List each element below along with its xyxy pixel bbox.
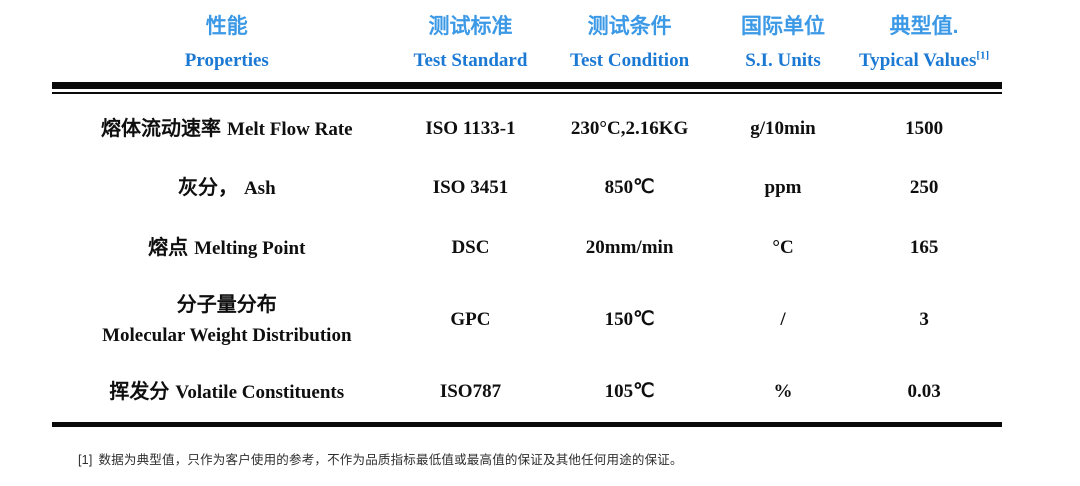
property-name-zh: 灰分，	[177, 176, 238, 199]
cell-test-condition: 150℃	[604, 309, 655, 331]
cell-si-unit: ppm	[764, 177, 802, 199]
table-row: 熔体流动速率 Melt Flow Rate ISO 1133-1 230°C,2.…	[52, 100, 1002, 158]
footnote: [1] 数据为典型值，只作为客户使用的参考，不作为品质指标最低值或最高值的保证及其…	[52, 449, 1002, 468]
column-header-typical-values: 典型值. Typical Values[1]	[846, 14, 1002, 72]
cell-typical-value: 165	[909, 237, 939, 259]
cell-test-condition: 20mm/min	[585, 237, 674, 259]
property-name-en: Melting Point	[194, 237, 306, 259]
cell-test-standard: DSC	[451, 237, 490, 259]
cell-typical-value: 3	[919, 309, 929, 331]
header-en: Test Standard	[413, 50, 528, 72]
table-row: 分子量分布 Molecular Weight Distribution GPC 1…	[52, 278, 1002, 362]
cell-property: 熔点 Melting Point	[52, 236, 402, 261]
cell-test-standard: ISO 1133-1	[425, 118, 516, 140]
property-name-zh: 分子量分布	[176, 293, 277, 316]
cell-property: 熔体流动速率 Melt Flow Rate	[52, 117, 402, 142]
cell-si-unit: %	[773, 381, 793, 403]
property-name-zh: 熔体流动速率	[101, 117, 222, 140]
property-name-en: Melt Flow Rate	[227, 118, 353, 140]
table-row: 灰分， Ash ISO 3451 850℃ ppm 250	[52, 158, 1002, 218]
property-name-en: Ash	[243, 177, 276, 199]
column-header-si-units: 国际单位 S.I. Units	[720, 14, 846, 72]
table-body: 熔体流动速率 Melt Flow Rate ISO 1133-1 230°C,2.…	[52, 94, 1002, 422]
cell-property: 挥发分 Volatile Constituents	[52, 380, 402, 405]
column-header-test-condition: 测试条件 Test Condition	[539, 14, 720, 72]
cell-test-condition: 850℃	[604, 177, 655, 199]
header-en: Test Condition	[570, 50, 690, 72]
cell-si-unit: /	[780, 309, 786, 331]
header-en: S.I. Units	[745, 50, 821, 72]
header-zh: 测试标准	[428, 15, 513, 38]
column-header-test-standard: 测试标准 Test Standard	[402, 14, 540, 72]
cell-si-unit: g/10min	[750, 118, 816, 140]
cell-typical-value: 250	[909, 177, 939, 199]
cell-property: 分子量分布 Molecular Weight Distribution	[52, 293, 402, 348]
header-divider-rule	[52, 82, 1002, 95]
footnote-reference-superscript: [1]	[976, 49, 990, 62]
footnote-text: 数据为典型值，只作为客户使用的参考，不作为品质指标最低值或最高值的保证及其他任何…	[98, 453, 683, 468]
column-header-properties: 性能 Properties	[52, 14, 402, 72]
table-bottom-rule	[52, 422, 1002, 428]
header-zh: 测试条件	[587, 15, 672, 38]
cell-test-condition: 230°C,2.16KG	[570, 118, 689, 140]
table-header-row: 性能 Properties 测试标准 Test Standard 测试条件 Te…	[52, 0, 1002, 82]
table-row: 熔点 Melting Point DSC 20mm/min °C 165	[52, 218, 1002, 278]
header-en: Typical Values[1]	[846, 50, 1002, 72]
footnote-marker: [1]	[78, 453, 93, 468]
cell-test-standard: GPC	[450, 309, 491, 331]
header-zh: 国际单位	[741, 15, 826, 38]
table-row: 挥发分 Volatile Constituents ISO787 105℃ % 0…	[52, 362, 1002, 422]
cell-test-standard: ISO787	[439, 381, 502, 403]
header-en-text: Typical Values	[858, 50, 977, 72]
header-zh: 典型值.	[889, 15, 959, 38]
cell-si-unit: °C	[772, 237, 794, 259]
property-name-en: Volatile Constituents	[175, 381, 345, 403]
header-zh: 性能	[205, 15, 248, 38]
cell-property: 灰分， Ash	[52, 176, 402, 201]
cell-test-standard: ISO 3451	[432, 177, 509, 199]
property-name-zh: 挥发分	[109, 380, 170, 403]
cell-typical-value: 0.03	[907, 381, 941, 403]
property-name-zh: 熔点	[148, 236, 189, 259]
properties-table: 性能 Properties 测试标准 Test Standard 测试条件 Te…	[52, 0, 1002, 468]
header-en: Properties	[184, 50, 269, 72]
property-name-en: Molecular Weight Distribution	[102, 324, 352, 346]
cell-test-condition: 105℃	[604, 381, 655, 403]
cell-typical-value: 1500	[905, 118, 944, 140]
